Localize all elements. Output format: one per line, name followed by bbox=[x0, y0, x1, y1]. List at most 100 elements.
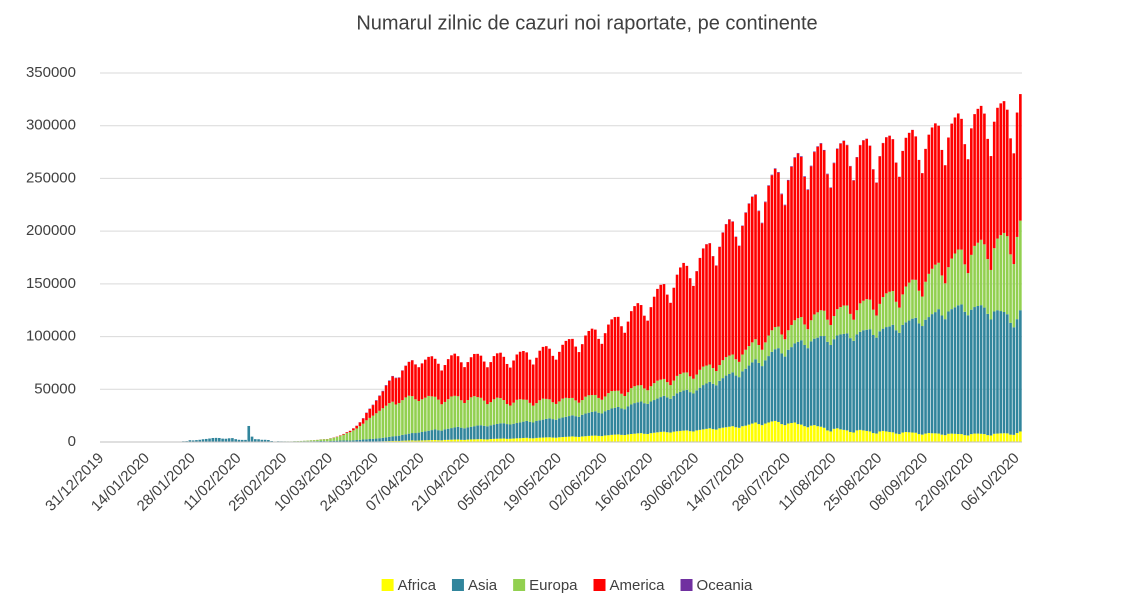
bar-segment bbox=[437, 363, 440, 400]
bar-segment bbox=[891, 291, 895, 325]
bar-segment bbox=[473, 396, 476, 427]
bar-segment bbox=[1012, 153, 1016, 265]
bar-segment bbox=[822, 427, 826, 442]
bar-segment bbox=[244, 439, 247, 442]
bar-segment bbox=[518, 422, 522, 439]
bar-segment bbox=[675, 431, 679, 442]
bar-segment bbox=[878, 303, 882, 332]
bar-segment bbox=[459, 362, 463, 401]
bar-segment bbox=[989, 319, 993, 436]
bar-segment bbox=[816, 312, 819, 338]
bar-segment bbox=[502, 423, 506, 439]
bar-segment bbox=[966, 315, 970, 436]
bar-segment bbox=[643, 403, 646, 434]
bar-segment bbox=[888, 431, 891, 442]
bar-segment bbox=[391, 401, 394, 437]
bar-segment bbox=[482, 439, 486, 442]
bar-segment bbox=[234, 439, 237, 442]
bar-segment bbox=[662, 431, 666, 442]
bar-segment bbox=[950, 433, 954, 442]
bar-segment bbox=[567, 436, 571, 442]
bar-segment bbox=[682, 262, 685, 373]
bar-segment bbox=[780, 194, 783, 335]
bar-segment bbox=[711, 367, 715, 384]
bar-segment bbox=[479, 439, 483, 442]
bar-segment bbox=[881, 297, 885, 329]
bar-segment bbox=[561, 344, 564, 399]
bar-segment bbox=[885, 327, 888, 432]
bar-segment bbox=[652, 432, 656, 442]
bar-segment bbox=[659, 431, 663, 442]
bar-segment bbox=[476, 353, 479, 398]
bar-segment bbox=[675, 375, 679, 394]
bar-segment bbox=[695, 374, 698, 391]
bar-segment bbox=[711, 383, 715, 430]
bar-segment bbox=[737, 245, 741, 362]
bar-segment bbox=[891, 139, 895, 292]
bar-segment bbox=[669, 398, 672, 433]
bar-segment bbox=[571, 415, 574, 437]
bar-segment bbox=[469, 397, 473, 427]
bar-segment bbox=[237, 439, 241, 442]
bar-segment bbox=[790, 423, 793, 442]
bar-segment bbox=[459, 427, 463, 440]
bar-segment bbox=[466, 400, 470, 428]
bar-segment bbox=[672, 380, 676, 396]
bar-segment bbox=[754, 339, 757, 360]
bar-segment bbox=[522, 437, 525, 442]
bar-segment bbox=[544, 418, 548, 438]
bar-segment bbox=[747, 365, 751, 425]
bar-segment bbox=[505, 424, 509, 439]
bar-segment bbox=[489, 402, 493, 426]
bar-segment bbox=[384, 385, 388, 406]
bar-segment bbox=[577, 416, 581, 437]
bar-segment bbox=[450, 396, 453, 429]
bar-segment bbox=[770, 351, 774, 422]
bar-segment bbox=[391, 376, 394, 402]
bar-segment bbox=[492, 399, 496, 425]
bar-segment bbox=[832, 339, 836, 429]
bar-segment bbox=[930, 433, 934, 442]
bar-segment bbox=[374, 413, 378, 439]
bar-segment bbox=[734, 359, 738, 376]
bar-segment bbox=[253, 439, 257, 442]
bar-segment bbox=[424, 359, 427, 398]
bar-segment bbox=[770, 174, 774, 176]
bar-segment bbox=[996, 107, 999, 239]
bar-segment bbox=[456, 356, 460, 397]
bar-segment bbox=[584, 396, 587, 414]
y-tick-label: 100000 bbox=[26, 328, 76, 345]
bar-segment bbox=[770, 330, 774, 352]
bar-segment bbox=[943, 165, 947, 284]
bar-segment bbox=[525, 420, 528, 438]
bar-segment bbox=[907, 320, 911, 433]
bar-segment bbox=[430, 356, 434, 397]
bar-segment bbox=[486, 439, 489, 442]
bar-segment bbox=[603, 435, 607, 442]
bar-segment bbox=[476, 439, 479, 442]
bar-segment bbox=[535, 421, 538, 438]
bar-segment bbox=[659, 397, 663, 432]
bar-segment bbox=[381, 391, 385, 409]
bar-segment bbox=[427, 356, 430, 396]
bar-segment bbox=[963, 311, 967, 436]
bar-segment bbox=[348, 440, 352, 442]
bar-segment bbox=[898, 307, 901, 333]
bar-segment bbox=[1019, 431, 1022, 442]
bar-segment bbox=[698, 258, 702, 370]
bar-segment bbox=[809, 166, 813, 321]
bar-segment bbox=[401, 434, 404, 441]
bar-segment bbox=[633, 433, 636, 442]
bar-segment bbox=[342, 433, 345, 435]
bar-segment bbox=[335, 440, 339, 442]
bar-segment bbox=[446, 428, 450, 440]
bar-segment bbox=[904, 137, 908, 287]
bar-segment bbox=[757, 210, 761, 212]
bar-segment bbox=[620, 434, 623, 442]
bar-segment bbox=[574, 416, 578, 437]
bar-segment bbox=[721, 360, 725, 379]
bar-segment bbox=[368, 408, 372, 418]
bar-segment bbox=[829, 345, 833, 432]
bar-segment bbox=[218, 437, 221, 442]
bar-segment bbox=[731, 426, 734, 442]
